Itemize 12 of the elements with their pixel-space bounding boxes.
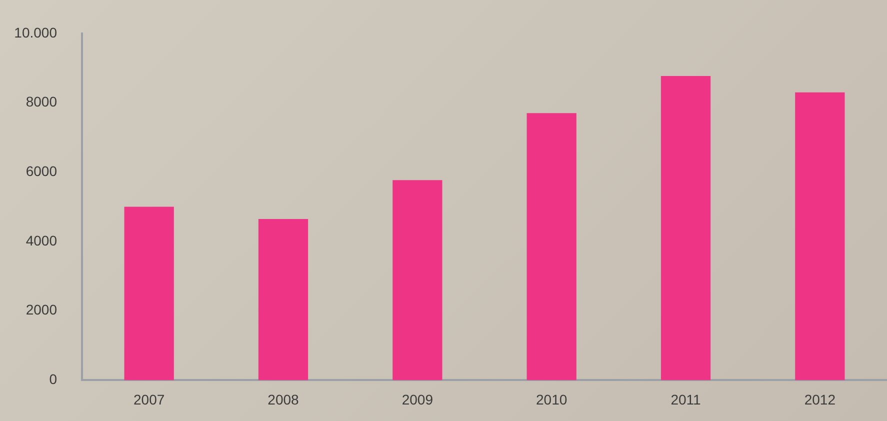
y-tick-label: 0 <box>49 371 58 388</box>
y-tick-label: 4000 <box>26 232 58 248</box>
x-tick-label: 2007 <box>134 391 165 408</box>
y-tick-label: 6000 <box>26 162 58 179</box>
x-tick-label: 2008 <box>268 391 300 408</box>
x-tick-label: 2010 <box>536 391 568 408</box>
y-tick-label: 2000 <box>26 302 58 318</box>
x-tick-label: 2009 <box>402 391 434 408</box>
x-tick-label: 2012 <box>804 391 836 408</box>
y-tick-label: 8000 <box>26 94 58 110</box>
x-tick-label: 2011 <box>670 391 702 408</box>
y-tick-label: 10.000 <box>14 24 58 40</box>
